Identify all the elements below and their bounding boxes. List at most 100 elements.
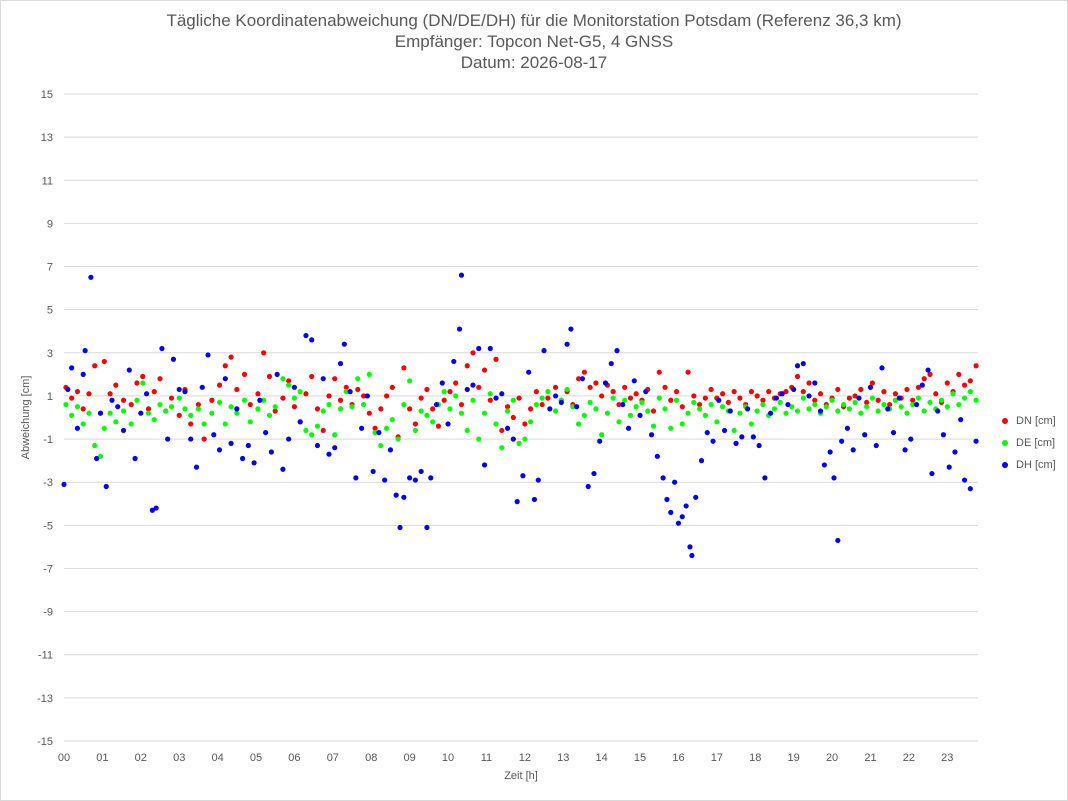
data-point <box>360 393 367 399</box>
legend-label-dn: DN [cm] <box>1016 415 1056 427</box>
data-point <box>115 404 121 410</box>
x-tick-label: 03 <box>173 752 185 764</box>
data-point <box>303 427 309 434</box>
x-tick-label: 15 <box>634 752 646 764</box>
y-tick-label: 9 <box>47 218 53 230</box>
x-tick-label: 20 <box>826 752 838 764</box>
data-point <box>576 421 582 427</box>
data-point <box>165 436 171 442</box>
data-point <box>153 505 159 511</box>
data-point <box>783 389 789 395</box>
data-point <box>274 371 280 377</box>
data-point <box>407 475 413 481</box>
data-point <box>86 410 92 416</box>
data-point <box>157 401 163 408</box>
data-point <box>885 406 891 412</box>
data-point <box>585 483 591 490</box>
data-point <box>545 395 551 401</box>
data-point <box>286 378 292 384</box>
data-point <box>109 397 115 403</box>
data-point <box>935 408 941 414</box>
data-point <box>205 352 211 358</box>
data-point <box>69 412 75 418</box>
data-point <box>840 401 847 408</box>
data-point <box>835 386 841 393</box>
data-point <box>547 406 553 412</box>
data-point <box>720 391 726 397</box>
data-point <box>721 427 728 434</box>
data-point <box>366 371 372 377</box>
data-point <box>933 391 939 397</box>
legend-item-de: DE [cm] <box>1002 432 1056 454</box>
data-point <box>247 419 253 425</box>
data-point <box>727 408 733 414</box>
legend: DN [cm] DE [cm] DH [cm] <box>1002 410 1056 476</box>
data-point <box>887 401 893 408</box>
data-point <box>428 475 434 481</box>
data-point <box>829 397 835 403</box>
data-point <box>812 397 818 403</box>
data-point <box>869 380 875 386</box>
data-point <box>510 436 516 442</box>
data-point <box>812 401 818 408</box>
data-point <box>862 432 868 438</box>
data-point <box>378 442 384 449</box>
data-point <box>320 376 326 382</box>
data-point <box>570 404 576 410</box>
data-point <box>234 406 240 412</box>
data-point <box>228 440 234 446</box>
data-point <box>82 348 88 354</box>
data-point <box>439 380 445 386</box>
data-point <box>748 421 755 427</box>
data-point <box>650 423 657 429</box>
data-point <box>597 438 603 444</box>
data-point <box>61 481 67 487</box>
data-point <box>673 389 680 395</box>
data-point <box>80 371 86 377</box>
data-point <box>286 436 292 442</box>
x-tick-label: 06 <box>288 752 300 764</box>
data-point <box>794 373 801 380</box>
data-point <box>372 429 378 436</box>
data-point <box>120 408 127 414</box>
data-point <box>731 389 737 395</box>
data-point <box>216 382 223 388</box>
data-point <box>128 401 134 408</box>
data-point <box>839 438 845 444</box>
data-point <box>107 410 113 416</box>
data-point <box>708 386 714 393</box>
data-point <box>464 363 470 369</box>
data-point <box>337 406 344 412</box>
data-point <box>291 384 298 390</box>
data-point <box>631 378 637 384</box>
data-point <box>445 421 451 427</box>
data-point <box>393 492 399 498</box>
data-point <box>869 395 875 401</box>
data-point <box>280 395 286 401</box>
data-point <box>113 382 119 388</box>
data-point <box>698 458 705 464</box>
data-point <box>599 393 605 399</box>
data-point <box>558 399 564 406</box>
data-point <box>228 354 234 360</box>
data-point <box>892 391 899 397</box>
data-point <box>696 401 703 408</box>
data-point <box>138 410 144 416</box>
data-point <box>952 449 958 455</box>
data-point <box>355 386 361 393</box>
x-tick-label: 12 <box>519 752 531 764</box>
data-point <box>297 389 303 395</box>
data-point <box>927 399 933 406</box>
data-point <box>908 436 914 442</box>
data-point <box>533 401 539 408</box>
data-point <box>921 408 927 414</box>
data-point <box>773 395 779 401</box>
data-point <box>418 408 424 414</box>
data-point <box>222 421 228 427</box>
data-point <box>378 406 384 412</box>
y-tick-label: -13 <box>37 693 53 705</box>
data-point <box>476 436 482 442</box>
data-point <box>967 389 973 395</box>
data-point <box>234 386 240 393</box>
data-point <box>760 397 766 403</box>
